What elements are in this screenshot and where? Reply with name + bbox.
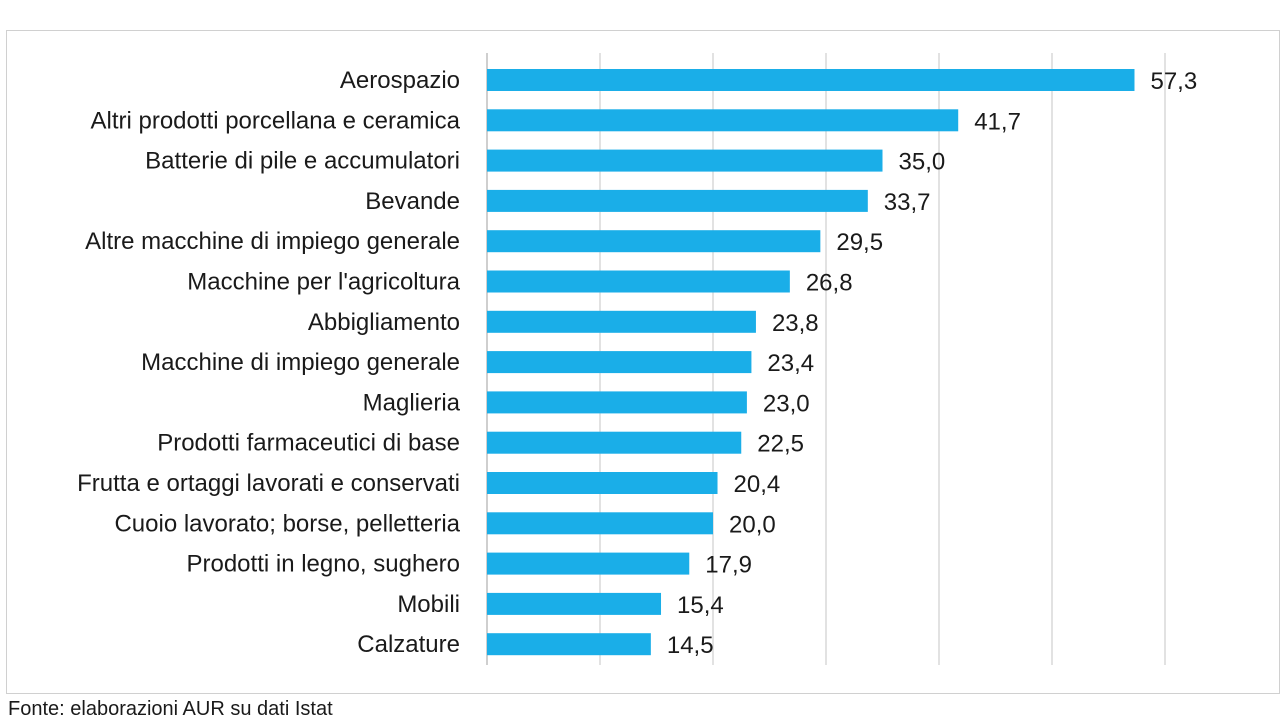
bar — [487, 270, 790, 293]
source-note: Fonte: elaborazioni AUR su dati Istat — [8, 698, 333, 720]
chart-panel: Aerospazio 57,3 Altri prodotti porcellana … — [6, 30, 1280, 694]
data-label: 20,4 — [734, 471, 781, 498]
data-label: 15,4 — [677, 592, 724, 619]
category-label: Prodotti in legno, sughero — [186, 551, 460, 578]
bar — [487, 472, 718, 494]
category-label: Macchine per l'agricoltura — [187, 269, 460, 296]
data-label: 14,5 — [667, 632, 714, 659]
bar — [487, 391, 747, 414]
data-label: 23,0 — [763, 390, 810, 417]
data-label: 35,0 — [899, 149, 946, 176]
data-label: 57,3 — [1150, 68, 1197, 95]
bar — [487, 351, 752, 374]
data-label: 29,5 — [836, 229, 883, 256]
bar — [487, 592, 662, 615]
data-label: 23,8 — [772, 310, 819, 337]
category-label: Abbigliamento — [308, 309, 460, 336]
category-label: Altre macchine di impiego generale — [85, 228, 460, 255]
data-label: 33,7 — [884, 189, 931, 216]
bar — [487, 633, 651, 656]
category-label: Maglieria — [363, 389, 461, 416]
category-label: Cuoio lavorato; borse, pelletteria — [114, 510, 460, 537]
bar — [487, 230, 821, 253]
category-label: Aerospazio — [340, 67, 460, 94]
data-label: 17,9 — [705, 552, 752, 579]
bar-chart: Aerospazio 57,3 Altri prodotti porcellana … — [77, 53, 1197, 665]
category-label: Macchine di impiego generale — [141, 349, 460, 376]
category-label: Calzature — [357, 631, 460, 658]
category-label: Batterie di pile e accumulatori — [145, 148, 460, 175]
bar — [487, 512, 713, 535]
bar — [487, 189, 868, 212]
category-label: Prodotti farmaceutici di base — [157, 430, 460, 457]
bar — [487, 109, 959, 132]
data-label: 23,4 — [767, 350, 814, 377]
bar — [487, 149, 883, 172]
category-label: Altri prodotti porcellana e ceramica — [90, 107, 460, 134]
data-label: 20,0 — [729, 511, 776, 538]
category-label: Frutta e ortaggi lavorati e conservati — [77, 470, 460, 497]
data-label: 41,7 — [974, 108, 1021, 135]
category-label: Bevande — [365, 188, 460, 215]
bar — [487, 552, 690, 575]
data-label: 26,8 — [806, 270, 853, 297]
data-label: 22,5 — [757, 431, 804, 458]
bar — [487, 310, 756, 333]
bar — [487, 431, 742, 454]
category-label: Mobili — [397, 591, 460, 618]
bar — [487, 69, 1135, 91]
